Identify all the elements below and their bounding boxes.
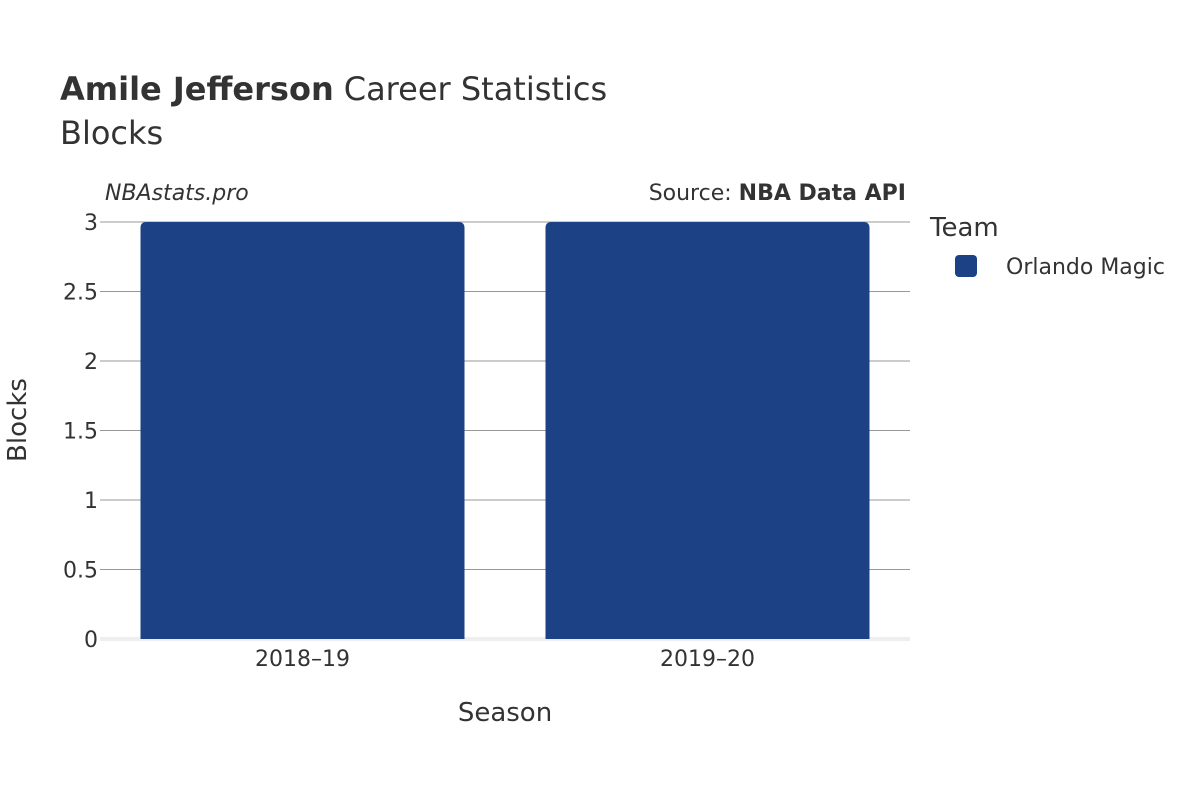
bars [140,222,870,639]
bar[interactable] [545,222,870,639]
bar[interactable] [140,222,465,639]
legend-swatch[interactable] [955,255,977,277]
title-player: Amile Jefferson [60,70,334,108]
source-name: NBA Data API [739,181,906,206]
chart-subtitle: Blocks [60,114,163,152]
y-tick-label: 1 [84,489,98,514]
y-tick-labels: 0 0.5 1 1.5 2 2.5 3 [63,211,98,653]
x-tick-label: 2018–19 [255,647,350,672]
y-tick-label: 3 [84,211,98,236]
source-prefix: Source: [649,181,739,206]
x-tick-label: 2019–20 [660,647,755,672]
watermark: NBAstats.pro [105,181,249,206]
y-tick-label: 2.5 [63,281,98,306]
source-label: Source: NBA Data API [649,181,906,206]
y-tick-label: 0 [84,628,98,653]
y-tick-label: 0.5 [63,559,98,584]
title-suffix: Career Statistics [344,70,607,108]
y-axis-title: Blocks [3,378,33,462]
legend-title: Team [929,213,999,243]
y-tick-label: 2 [84,350,98,375]
x-tick-labels: 2018–19 2019–20 [255,647,755,672]
legend: Orlando Magic [955,255,1165,280]
legend-label[interactable]: Orlando Magic [1006,255,1165,280]
x-axis-title: Season [458,698,552,728]
chart-title: Amile Jefferson Career Statistics [60,70,607,108]
y-tick-label: 1.5 [63,420,98,445]
